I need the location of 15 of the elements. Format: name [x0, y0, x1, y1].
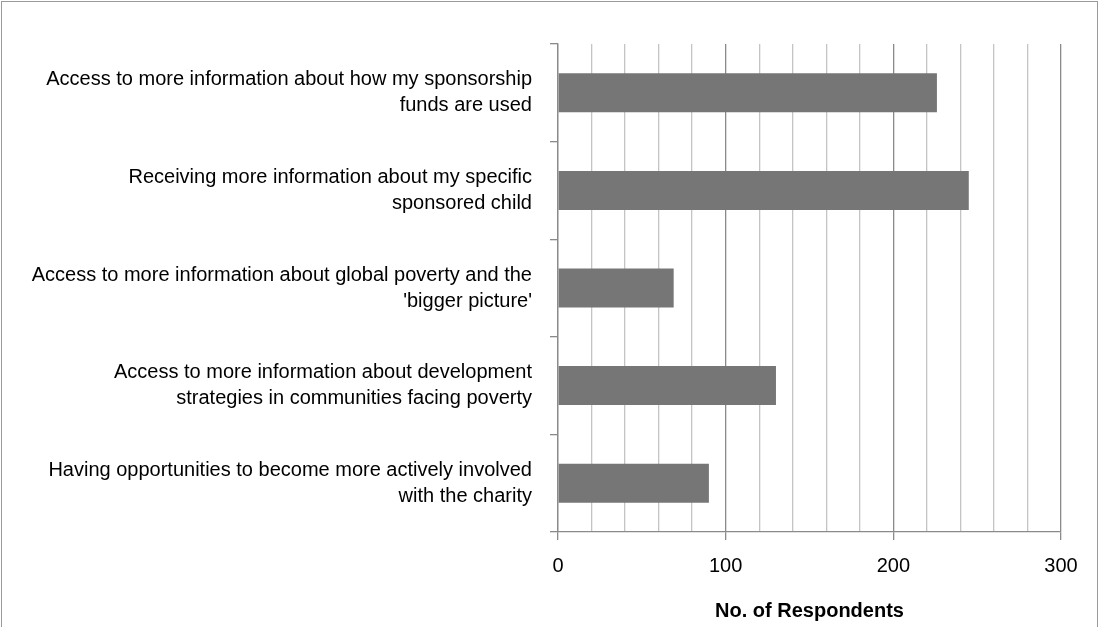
y-tick-label: Access to more information about how my sponsorship funds are used	[46, 67, 532, 116]
bar	[558, 463, 709, 503]
x-tick-label: 200	[876, 553, 911, 576]
y-tick-label: Access to more information about development strategies in communities facing poverty	[114, 360, 533, 409]
bar	[558, 268, 674, 308]
bar	[558, 366, 776, 406]
bar	[558, 170, 969, 210]
y-tick-label: Receiving more information about my specific sponsored child	[128, 164, 532, 213]
y-tick-label: Access to more information about global poverty and the 'bigger picture'	[31, 262, 532, 311]
x-axis-title: No. of Respondents	[715, 598, 904, 621]
y-tick-label: Having opportunities to become more actively involved with the charity	[48, 457, 532, 506]
x-tick-label: 0	[552, 553, 564, 576]
bar	[558, 73, 937, 113]
x-tick-label: 300	[1044, 553, 1078, 576]
x-tick-label: 100	[708, 553, 743, 576]
